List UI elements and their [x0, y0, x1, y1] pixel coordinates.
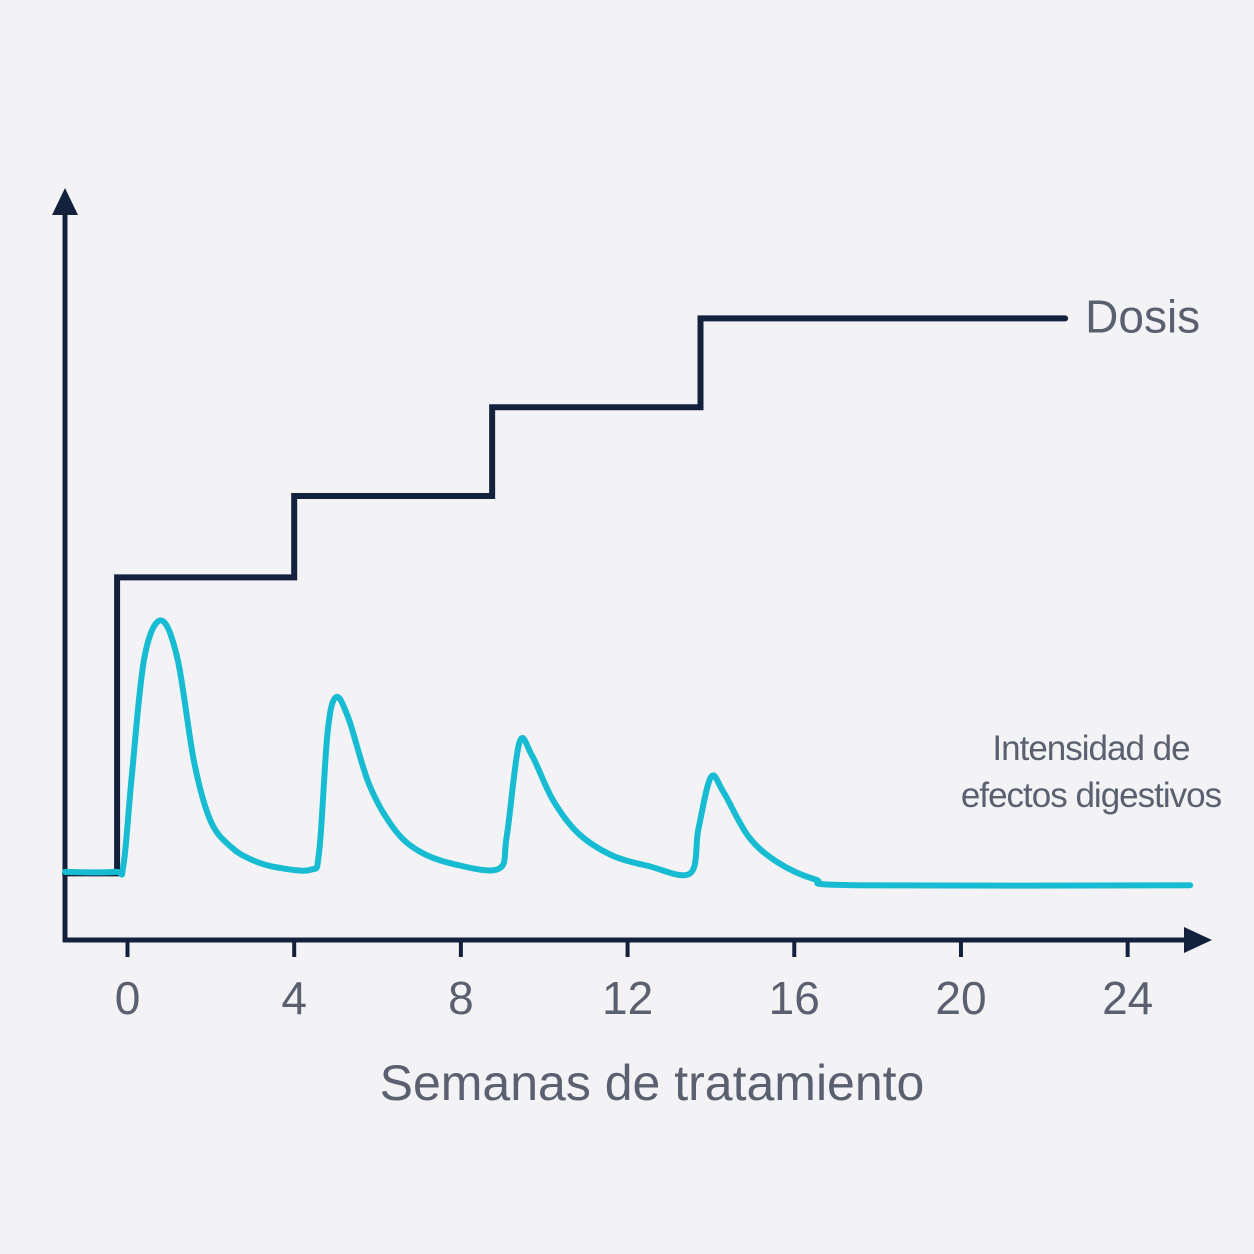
x-axis-title: Semanas de tratamiento	[380, 1055, 925, 1111]
x-axis-arrow	[1184, 927, 1212, 953]
x-tick-label: 0	[115, 972, 141, 1024]
x-tick-label: 4	[281, 972, 307, 1024]
series-line	[62, 617, 1194, 889]
x-tick-label: 24	[1102, 972, 1153, 1024]
x-tick-label: 8	[448, 972, 474, 1024]
x-tick-label: 12	[602, 972, 653, 1024]
series-line	[62, 315, 1069, 877]
y-axis-arrow	[52, 188, 78, 215]
series-label: Dosis	[1085, 291, 1200, 343]
x-tick-label: 20	[935, 972, 986, 1024]
x-tick-label: 16	[769, 972, 820, 1024]
series-label: Intensidad de efectos digestivos	[960, 729, 1222, 815]
